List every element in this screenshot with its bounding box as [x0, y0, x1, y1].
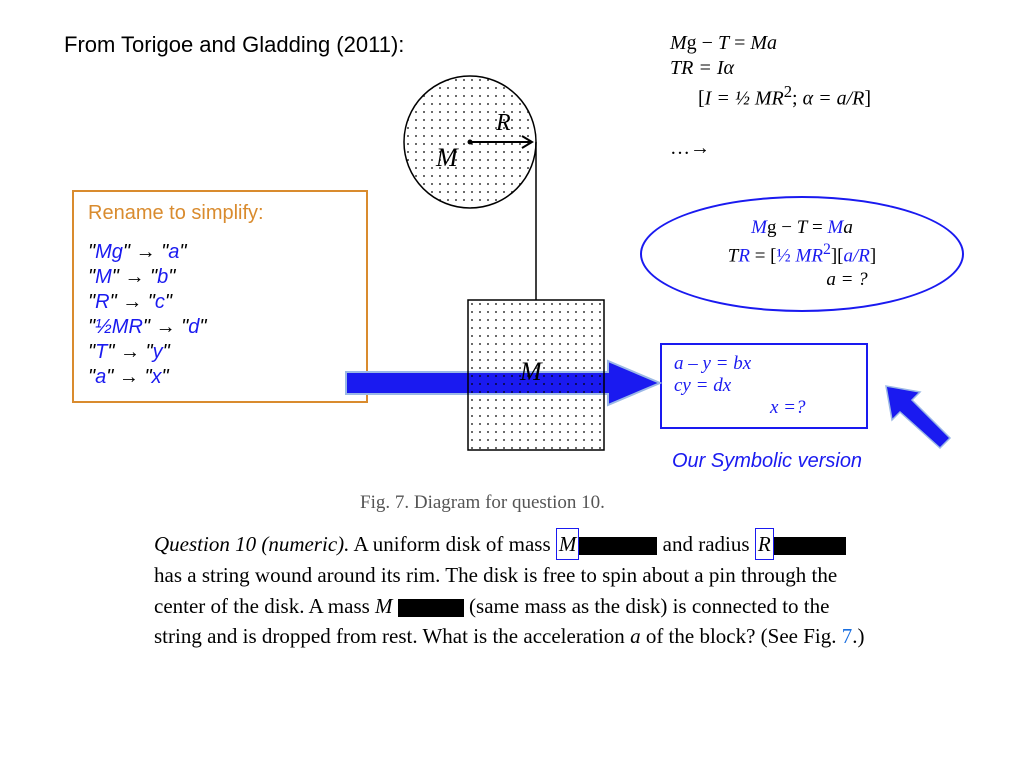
- rename-box: Rename to simplify: "Mg" → "a""M" → "b""…: [72, 190, 368, 403]
- rename-line: "R" → "c": [88, 291, 352, 314]
- symbolic-version-label: Our Symbolic version: [672, 450, 862, 473]
- eq-line-1: Mg − T = Ma: [670, 32, 871, 55]
- rename-line: "M" → "b": [88, 266, 352, 289]
- figure-caption: Fig. 7. Diagram for question 10.: [360, 492, 605, 514]
- rename-line: "a" → "x": [88, 366, 352, 389]
- rename-line: "Mg" → "a": [88, 241, 352, 264]
- rename-line: "½MR" → "d": [88, 316, 352, 339]
- ellipse-line-2: TR = [½ MR2][a/R]: [728, 241, 876, 267]
- solve-line-2: cy = dx: [674, 375, 854, 397]
- diagram-M-label: M: [435, 143, 459, 172]
- diagram-R-label: R: [495, 110, 511, 136]
- ellipse-line-1: Mg − T = Ma: [751, 217, 853, 239]
- diagonal-arrow: [880, 378, 960, 458]
- page-title: From Torigoe and Gladding (2011):: [64, 32, 404, 58]
- ellipse-equations: Mg − T = Ma TR = [½ MR2][a/R] a = ?: [640, 196, 964, 312]
- rename-lines: "Mg" → "a""M" → "b""R" → "c""½MR" → "d""…: [88, 241, 352, 389]
- eq-line-3: [I = ½ MR2; α = a/R]: [698, 82, 871, 111]
- question-text: Question 10 (numeric). A uniform disk of…: [154, 528, 874, 652]
- eq-line-2: TR = Iα: [670, 57, 871, 80]
- solve-box: a – y = bx cy = dx x =?: [660, 343, 868, 429]
- rename-line: "T" → "y": [88, 341, 352, 364]
- physics-diagram: R M M: [350, 70, 610, 490]
- ellipse-line-3: a = ?: [826, 269, 867, 291]
- rename-title: Rename to simplify:: [88, 202, 352, 225]
- equations-block: Mg − T = Ma TR = Iα [I = ½ MR2; α = a/R]…: [670, 30, 871, 162]
- solve-line-1: a – y = bx: [674, 353, 854, 375]
- diagram-M2-label: M: [519, 357, 543, 386]
- eq-dots: …→: [670, 137, 871, 160]
- solve-line-3: x =?: [770, 397, 854, 419]
